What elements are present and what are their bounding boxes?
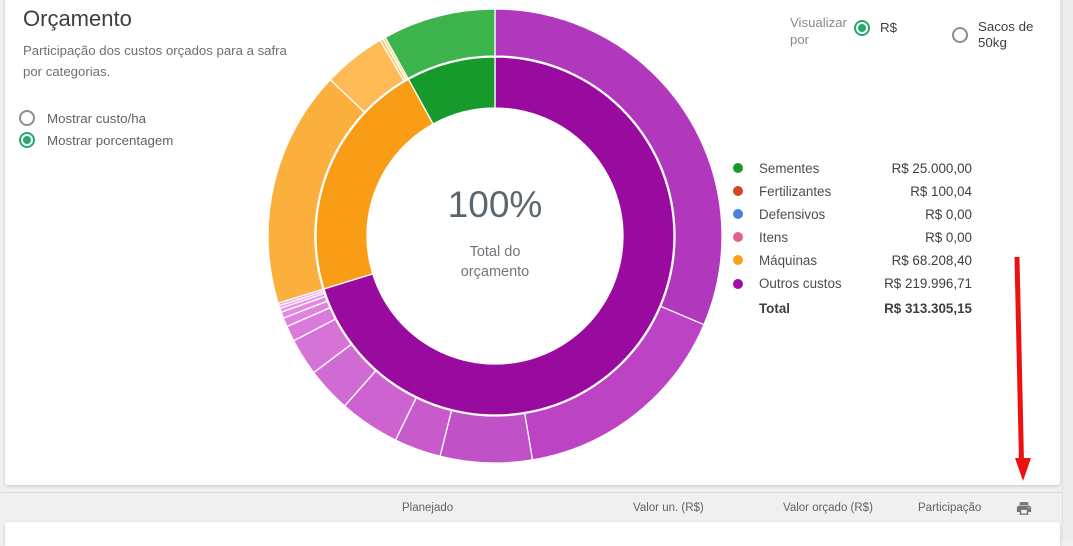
column-header-planejado: Planejado: [402, 502, 454, 514]
page-subtitle-line1: Participação dos custos orçados para a s…: [23, 43, 287, 58]
legend-item-value: R$ 0,00: [925, 206, 972, 222]
legend-item-itens[interactable]: Itens R$ 0,00: [733, 228, 972, 246]
legend-color-dot: [733, 209, 743, 220]
radio-option-label: Mostrar custo/ha: [47, 110, 147, 126]
legend-item-name: Outros custos: [759, 276, 842, 291]
inner-ring-segment-outros-custos[interactable]: [323, 56, 675, 416]
column-header-participacao: Participação: [918, 502, 982, 514]
radio-option-label: Mostrar porcentagem: [47, 132, 174, 148]
legend-item-name: Máquinas: [759, 252, 818, 268]
legend-total-label: Total: [759, 301, 790, 317]
legend-color-dot: [733, 232, 743, 243]
page-subtitle: Participação dos custos orçados para a s…: [23, 40, 287, 82]
page-title: Orçamento: [23, 6, 132, 31]
printer-icon: [1016, 501, 1032, 515]
legend-item-fertilizantes[interactable]: Fertilizantes R$ 100,04: [733, 182, 972, 200]
table-body-card: [5, 522, 1060, 546]
table-header-band: Planejado Valor un. (R$) Valor orçado (R…: [0, 492, 1073, 522]
legend-item-sementes[interactable]: Sementes R$ 25.000,00: [733, 159, 972, 177]
legend-color-dot: [733, 186, 743, 197]
legend-color-dot: [733, 163, 743, 173]
outer-ring-segment-outros-custos[interactable]: [439, 409, 534, 464]
radio-option-label: Sacos de 50kg: [978, 19, 1034, 50]
legend-item-value: R$ 219.996,71: [884, 276, 972, 291]
column-header-valor-un: Valor un. (R$): [633, 502, 704, 514]
legend-item-value: R$ 100,04: [910, 183, 972, 199]
column-header-valor-orcado: Valor orçado (R$): [783, 502, 873, 514]
donut-chart[interactable]: [260, 1, 730, 471]
legend-item-outros-custos[interactable]: Outros custos R$ 219.996,71: [733, 275, 972, 293]
radio-option-mostrar-custo-ha[interactable]: Mostrar custo/ha: [19, 110, 173, 126]
radio-option-mostrar-porcentagem[interactable]: Mostrar porcentagem: [19, 132, 173, 148]
legend-color-dot: [733, 255, 743, 266]
radio-selected-icon[interactable]: [19, 132, 35, 148]
legend-item-defensivos[interactable]: Defensivos R$ 0,00: [733, 205, 972, 223]
legend-item-name: Defensivos: [759, 206, 826, 222]
legend-item-value: R$ 25.000,00: [891, 160, 972, 176]
legend-total-value: R$ 313.305,15: [884, 301, 972, 317]
radio-selected-icon[interactable]: [854, 20, 870, 36]
outer-ring-segment-sementes[interactable]: [384, 8, 496, 80]
legend-item-value: R$ 0,00: [925, 229, 972, 245]
radio-option-sacos-de-50kg[interactable]: Sacos de 50kg: [952, 19, 1040, 51]
legend-total-row: Total R$ 313.305,15: [733, 300, 972, 318]
radio-option-r-[interactable]: R$: [854, 20, 897, 36]
legend-item-value: R$ 68.208,40: [891, 252, 972, 268]
inner-ring-segment-sementes[interactable]: [407, 56, 496, 125]
legend-item-name: Itens: [759, 229, 789, 245]
print-button[interactable]: [1012, 496, 1036, 520]
radio-unselected-icon[interactable]: [952, 27, 968, 43]
radio-option-label: R$: [880, 20, 897, 35]
display-options-group: Mostrar custo/ha Mostrar porcentagem: [19, 110, 173, 148]
right-gutter: [1062, 0, 1073, 542]
view-by-label: Visualizar por: [790, 15, 847, 47]
legend-item-m-quinas[interactable]: Máquinas R$ 68.208,40: [733, 251, 972, 269]
radio-unselected-icon[interactable]: [19, 110, 35, 126]
legend-item-name: Fertilizantes: [759, 183, 832, 199]
legend-color-dot: [733, 278, 743, 289]
page-subtitle-line2: por categorias.: [23, 64, 111, 79]
budget-card: Orçamento Participação dos custos orçado…: [5, 0, 1060, 485]
legend-item-name: Sementes: [759, 160, 820, 176]
